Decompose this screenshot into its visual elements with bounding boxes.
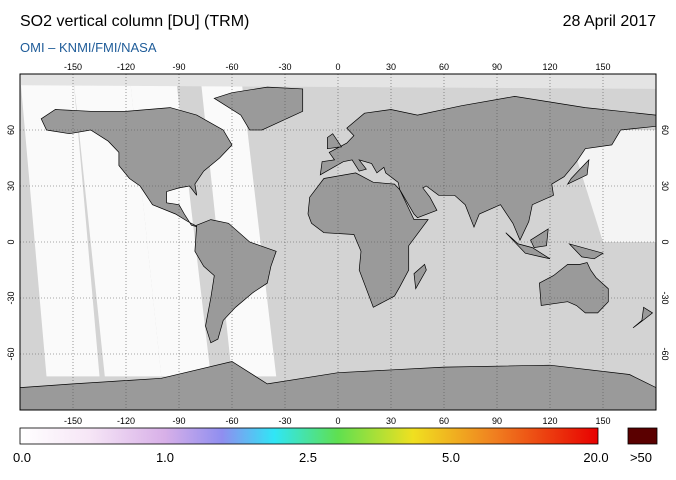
lon-tick-label: -90 [172,416,185,426]
lon-tick-label: 30 [386,62,396,72]
lon-tick-label: -120 [117,416,135,426]
colorbar [19,427,599,445]
lat-tick-label: 30 [6,181,16,191]
lon-tick-label: -60 [225,62,238,72]
lat-tick-label: 0 [6,239,16,244]
lon-tick-label: 0 [335,62,340,72]
lat-tick-label: 30 [660,181,670,191]
colorbar-overflow [627,427,658,445]
landmass [568,243,604,260]
colorbar-label: 20.0 [583,450,608,465]
landmass [40,107,233,228]
lat-tick-label: 60 [660,125,670,135]
lon-tick-label: -30 [278,62,291,72]
landmass [530,228,549,248]
landmass [632,306,654,329]
map [20,74,656,410]
landmass [505,232,551,260]
lat-tick-label: -60 [660,347,670,360]
lat-tick-label: -60 [6,347,16,360]
credit: OMI – KNMI/FMI/NASA [20,40,157,55]
title: SO2 vertical column [DU] (TRM) [20,13,249,30]
lon-tick-label: -150 [64,62,82,72]
colorbar-label: 0.0 [13,450,31,465]
lon-tick-label: 60 [439,416,449,426]
lat-tick-label: 0 [660,239,670,244]
lon-tick-label: 60 [439,62,449,72]
lat-tick-label: -30 [6,291,16,304]
lon-tick-label: 90 [492,416,502,426]
lon-tick-label: 150 [595,416,610,426]
lon-tick-label: -30 [278,416,291,426]
lon-tick-label: 0 [335,416,340,426]
lon-tick-label: -120 [117,62,135,72]
landmass [327,133,343,150]
colorbar-label: 2.5 [299,450,317,465]
colorbar-label: >50 [630,450,652,465]
lon-tick-label: 120 [542,62,557,72]
landmass [319,96,656,241]
landmass [194,219,277,344]
swath-gap [20,74,100,377]
colorbar-label: 5.0 [442,450,460,465]
landmass [539,262,609,314]
lon-tick-label: -150 [64,416,82,426]
colorbar-label: 1.0 [156,450,174,465]
lon-tick-label: -90 [172,62,185,72]
swath-gap [73,74,162,377]
landmass [20,361,656,410]
map-frame [19,73,657,411]
landmass [213,86,304,131]
lon-tick-label: 30 [386,416,396,426]
landmass [566,158,590,185]
landmass [413,263,427,290]
lon-tick-label: 90 [492,62,502,72]
lat-tick-label: 60 [6,125,16,135]
lat-tick-label: -30 [660,291,670,304]
lon-tick-label: 150 [595,62,610,72]
date: 28 April 2017 [563,13,657,30]
lon-tick-label: 120 [542,416,557,426]
lon-tick-label: -60 [225,416,238,426]
